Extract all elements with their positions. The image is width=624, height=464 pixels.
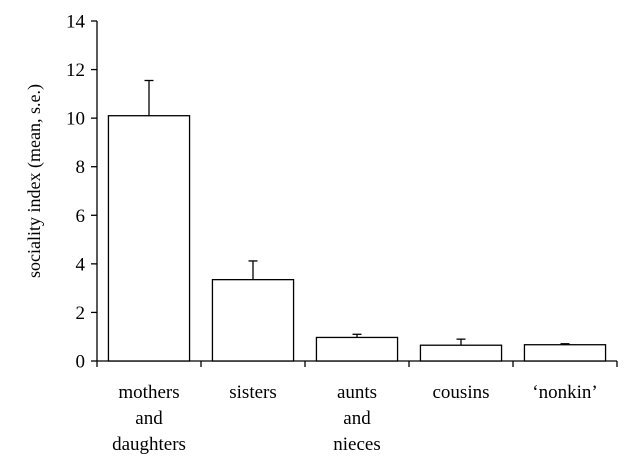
bar bbox=[419, 344, 503, 362]
bars bbox=[107, 115, 607, 362]
y-ticks: 0 2 4 6 8 10 12 14 bbox=[66, 12, 97, 373]
y-tick-label: 8 bbox=[76, 157, 86, 178]
x-category-label-line: and bbox=[343, 408, 371, 429]
x-category-label-line: daughters bbox=[112, 434, 186, 455]
x-category-label-line: mothers bbox=[118, 382, 179, 403]
y-tick-label: 4 bbox=[76, 254, 86, 275]
y-tick-label: 0 bbox=[76, 352, 86, 373]
x-category-label-line: and bbox=[135, 408, 163, 429]
y-tick-label: 2 bbox=[76, 303, 86, 324]
bar bbox=[211, 278, 295, 362]
x-category-label: mothers and daughters bbox=[112, 382, 186, 455]
x-category-label: ‘nonkin’ bbox=[532, 382, 597, 403]
x-category-labels: mothers and daughters sisters aunts and nieces… bbox=[112, 382, 598, 455]
bar bbox=[523, 344, 607, 362]
y-axis-title: sociality index (mean, s.e.) bbox=[24, 84, 45, 278]
error-bars bbox=[144, 79, 570, 346]
bar bbox=[107, 115, 191, 362]
x-category-label: sisters bbox=[229, 382, 277, 403]
y-tick-label: 6 bbox=[76, 206, 86, 227]
x-category-label: cousins bbox=[433, 382, 490, 403]
y-tick-label: 12 bbox=[66, 60, 85, 81]
x-category-label-line: sisters bbox=[229, 382, 277, 403]
x-category-label-line: nieces bbox=[333, 434, 380, 455]
x-category-label-line: cousins bbox=[433, 382, 490, 403]
x-category-label: aunts and nieces bbox=[333, 382, 380, 455]
y-tick-label: 10 bbox=[66, 109, 85, 130]
y-tick-label: 14 bbox=[66, 12, 86, 33]
bar bbox=[315, 336, 399, 362]
x-category-label-line: ‘nonkin’ bbox=[532, 382, 597, 403]
x-category-label-line: aunts bbox=[337, 382, 377, 403]
